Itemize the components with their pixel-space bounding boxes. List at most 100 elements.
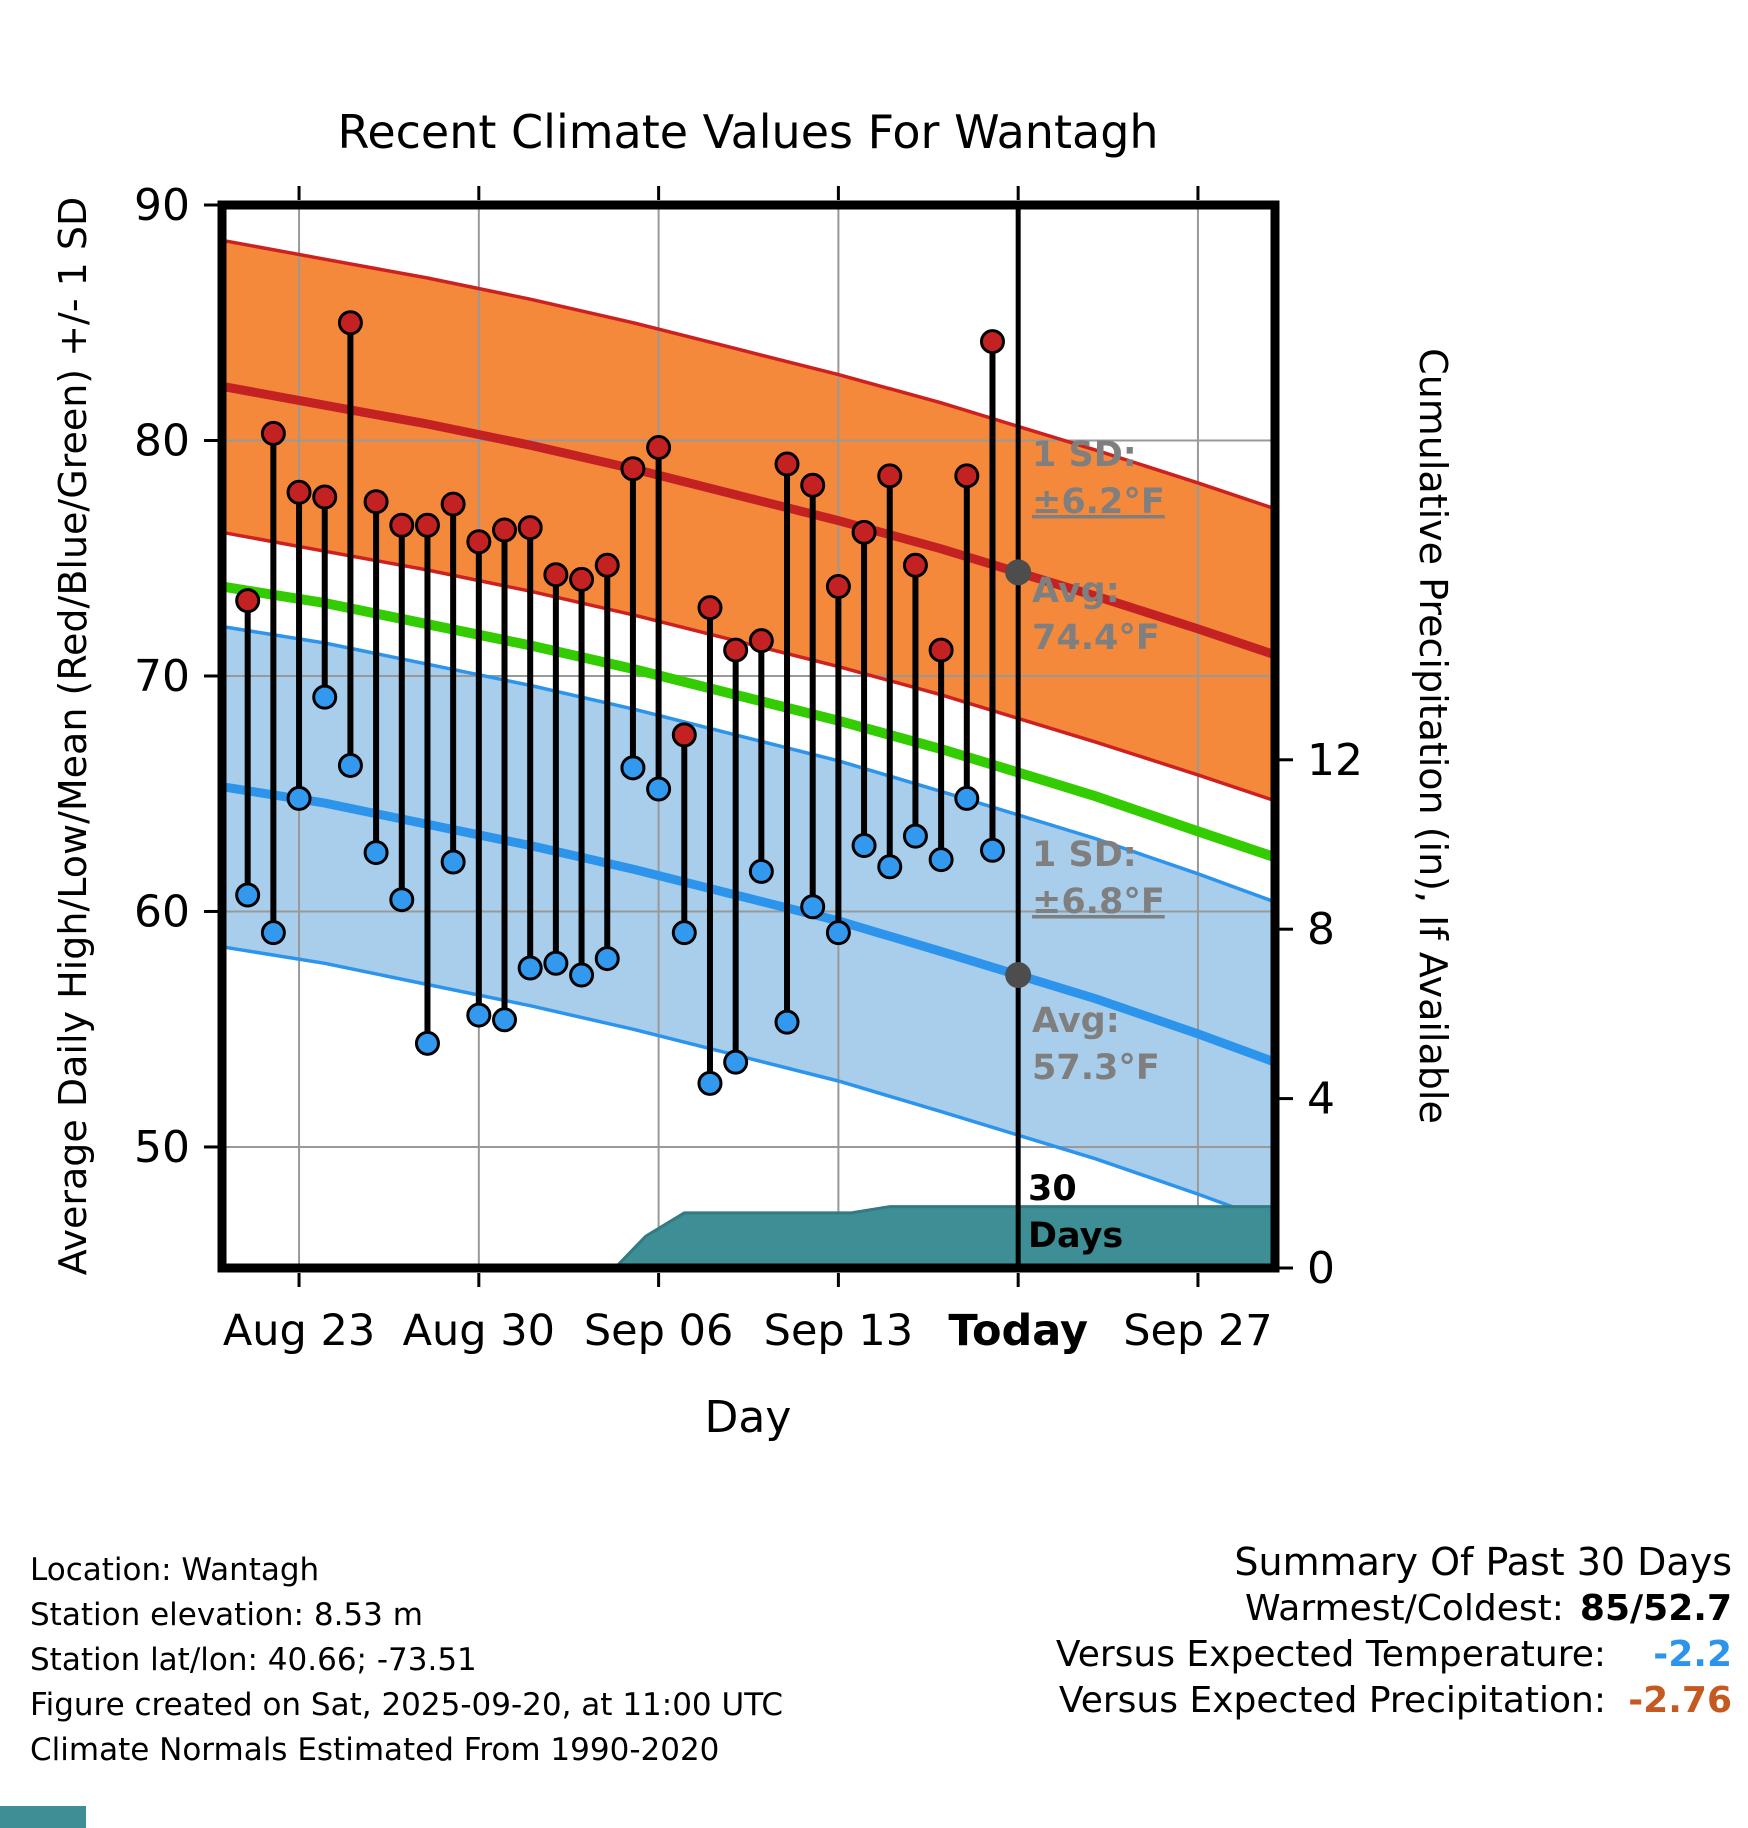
climate-normals-note: Climate Normals Estimated From 1990-2020 (30, 1732, 720, 1768)
daily-high-dot (928, 637, 954, 663)
daily-high-dot (594, 552, 620, 578)
station-elevation: Station elevation: 8.53 m (30, 1597, 423, 1633)
daily-high-dot (363, 489, 389, 515)
summary-value: 85/52.7 (1579, 1588, 1732, 1629)
annotation-period: 30 (1028, 1169, 1077, 1209)
daily-high-dot (979, 329, 1005, 355)
daily-low-dot (697, 1070, 723, 1096)
daily-high-dot (235, 588, 261, 614)
daily-low-dot (466, 1002, 492, 1028)
climate-chart: 1 SD: ±6.2°F Avg: 74.4°F 1 SD: ±6.8°F Avg: 57.3… (51, 105, 1455, 1443)
daily-high-dot (646, 435, 672, 461)
annotation-low_avg: Avg: (1032, 1001, 1120, 1041)
high-band-fill (222, 240, 1275, 801)
daily-high-dot (440, 491, 466, 517)
y-left-tick-label: 90 (134, 180, 190, 231)
daily-low-dot (902, 823, 928, 849)
daily-low-dot (928, 847, 954, 873)
y-left-tick-label: 60 (134, 886, 190, 937)
daily-low-dot (723, 1049, 749, 1075)
summary-label: Versus Expected Temperature: (1055, 1634, 1606, 1675)
daily-high-dot (517, 515, 543, 541)
x-tick-label: Sep 06 (584, 1306, 733, 1356)
figure-created: Figure created on Sat, 2025-09-20, at 11… (30, 1687, 783, 1723)
annotation-high_avg: 74.4°F (1032, 618, 1160, 658)
y-left-tick-label: 80 (134, 415, 190, 466)
y-left-tick-label: 70 (134, 651, 190, 702)
high-band-upper-edge (221, 238, 1276, 511)
daily-high-dot (671, 722, 697, 748)
today-avg-markers (1005, 559, 1032, 989)
summary-row-vs-precipitation: Versus Expected Precipitation: -2.76 (1056, 1678, 1732, 1724)
annotation-high_sd: 1 SD: (1032, 435, 1137, 475)
daily-high-dot (620, 456, 646, 482)
daily-low-dot (363, 840, 389, 866)
summary-title: Summary Of Past 30 Days (1234, 1540, 1732, 1584)
daily-high-dot (466, 529, 492, 555)
summary-value: -2.2 (1653, 1634, 1732, 1675)
daily-low-dot (800, 894, 826, 920)
daily-low-dot (543, 950, 569, 976)
summary-row-vs-temperature: Versus Expected Temperature: -2.2 (1056, 1632, 1732, 1678)
station-latlon: Station lat/lon: 40.66; -73.51 (30, 1642, 477, 1678)
daily-low-dot (389, 887, 415, 913)
daily-low-dot (774, 1009, 800, 1035)
y-left-tick-label: 50 (134, 1122, 190, 1173)
annotation-high_avg: Avg: (1032, 571, 1120, 611)
x-tick-label: Aug 30 (403, 1306, 555, 1356)
daily-high-dot (414, 512, 440, 538)
daily-low-dot (517, 955, 543, 981)
y-right-tick-label: 4 (1307, 1074, 1335, 1125)
daily-low-dot (825, 920, 851, 946)
low-band-fill (222, 626, 1275, 1223)
daily-high-dot (312, 484, 338, 510)
daily-low-dot (414, 1030, 440, 1056)
low-band-lower-edge (221, 945, 1276, 1224)
daily-low-dot (646, 776, 672, 802)
daily-low-dot (877, 854, 903, 880)
teal-corner-mark (0, 1806, 86, 1828)
y-right-tick-label: 0 (1307, 1243, 1335, 1294)
summary-value: -2.76 (1628, 1680, 1732, 1721)
daily-low-dot (979, 837, 1005, 863)
daily-low-dot (671, 920, 697, 946)
daily-stems (235, 310, 1005, 1096)
station-location: Location: Wantagh (30, 1552, 320, 1588)
daily-high-dot (569, 566, 595, 592)
daily-high-dot (954, 463, 980, 489)
annotation-low_avg: 57.3°F (1032, 1048, 1160, 1088)
annotation-period: Days (1028, 1216, 1123, 1256)
daily-low-dot (594, 946, 620, 972)
daily-high-dot (260, 420, 286, 446)
daily-high-dot (337, 310, 363, 336)
x-tick-label: Today (948, 1306, 1088, 1356)
daily-low-dot (748, 858, 774, 884)
annotation-high_sd: ±6.2°F (1032, 482, 1165, 522)
daily-high-dot (389, 512, 415, 538)
summary-panel: Summary Of Past 30 Days Warmest/Coldest:… (1056, 1538, 1732, 1724)
daily-low-dot (620, 755, 646, 781)
station-info: Location: Wantagh Station elevation: 8.5… (30, 1548, 783, 1773)
daily-high-dot (774, 451, 800, 477)
plot-border (217, 200, 1280, 1273)
daily-high-dot (877, 463, 903, 489)
daily-high-dot (286, 479, 312, 505)
sd-band-fills (222, 240, 1275, 1223)
daily-low-dot (492, 1007, 518, 1033)
daily-high-dot (492, 517, 518, 543)
x-tick-label: Aug 23 (223, 1306, 375, 1356)
annotation-low_sd: 1 SD: (1032, 835, 1137, 875)
summary-label: Versus Expected Precipitation: (1058, 1680, 1606, 1721)
axis-ticks: 50 60 70 80 90 0 4 8 12 Aug 23 Aug 30 Sep 06 Sep 13 T… (134, 180, 1363, 1356)
daily-low-dot (312, 684, 338, 710)
daily-low-dot (954, 785, 980, 811)
y-right-tick-label: 8 (1307, 904, 1335, 955)
daily-high-dot (543, 562, 569, 588)
daily-high-dot (697, 595, 723, 621)
summary-label: Warmest/Coldest: (1245, 1588, 1564, 1629)
daily-low-dot (337, 752, 363, 778)
annotation-low_sd: ±6.8°F (1032, 882, 1165, 922)
daily-low-dot (235, 882, 261, 908)
daily-low-dot (440, 849, 466, 875)
x-tick-label: Sep 13 (764, 1306, 913, 1356)
